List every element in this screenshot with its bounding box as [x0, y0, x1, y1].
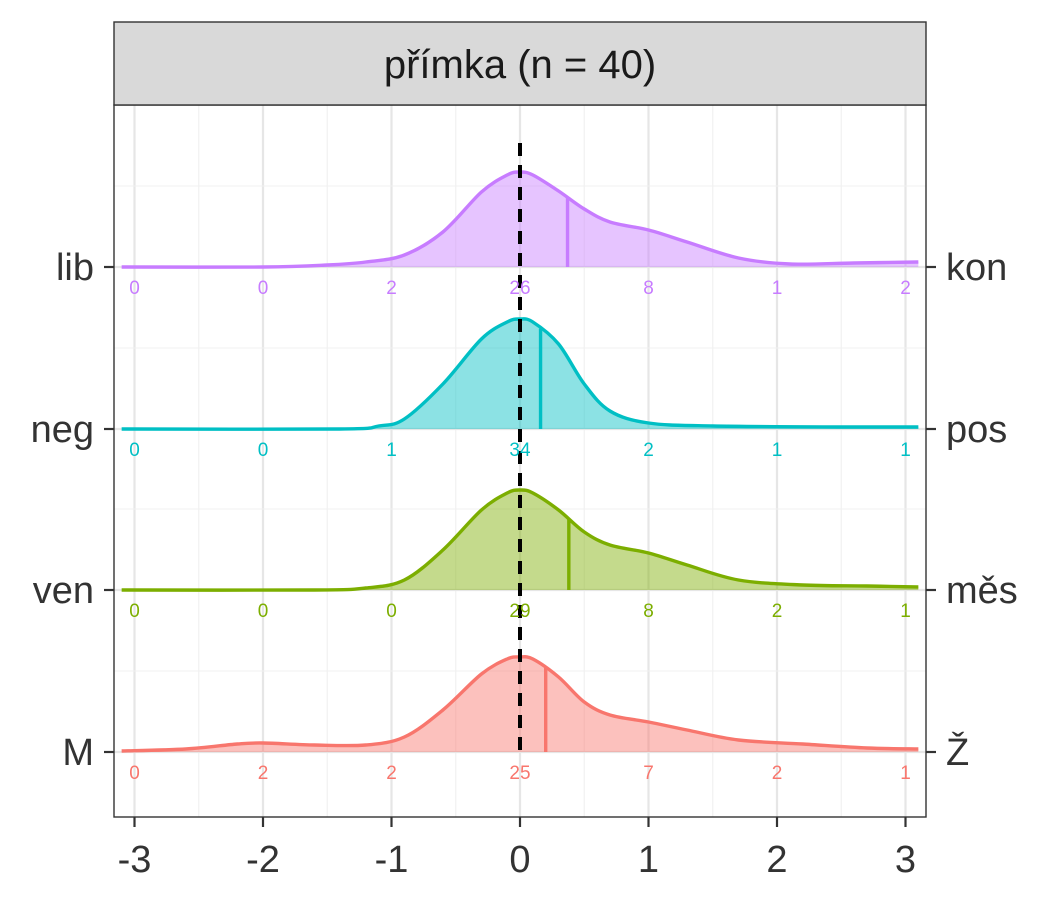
count-label: 2	[258, 763, 269, 784]
count-label: 2	[386, 763, 397, 784]
count-label: 0	[129, 601, 140, 622]
count-label: 1	[900, 440, 911, 461]
x-tick-label: -1	[375, 839, 409, 881]
count-label: 2	[772, 601, 783, 622]
count-label: 8	[643, 601, 654, 622]
count-label: 2	[386, 278, 397, 299]
count-label: 8	[643, 278, 654, 299]
panel-title: přímka (n = 40)	[384, 43, 656, 87]
density-line	[121, 488, 919, 592]
count-label: 1	[900, 601, 911, 622]
density-line	[121, 170, 919, 269]
count-label: 1	[386, 440, 397, 461]
count-label: 0	[129, 440, 140, 461]
strip: přímka (n = 40)	[113, 21, 927, 106]
y-tick-label-right: Ž	[946, 731, 969, 774]
x-tick-label: -3	[118, 839, 152, 881]
count-label: 0	[129, 763, 140, 784]
count-label: 0	[258, 601, 269, 622]
count-label: 2	[643, 440, 654, 461]
count-label: 29	[509, 601, 530, 622]
count-label: 0	[129, 278, 140, 299]
count-label: 1	[900, 763, 911, 784]
y-tick-label-left: neg	[31, 409, 94, 451]
count-label: 7	[643, 763, 654, 784]
x-tick-label: -2	[246, 839, 280, 881]
x-tick-label: 2	[766, 839, 787, 881]
count-label: 26	[509, 278, 530, 299]
x-tick-label: 1	[638, 839, 659, 881]
count-label: 2	[772, 763, 783, 784]
density-line	[121, 317, 919, 431]
count-label: 0	[258, 278, 269, 299]
count-label: 2	[900, 278, 911, 299]
x-tick-label: 0	[509, 839, 530, 881]
count-label: 34	[509, 440, 531, 461]
count-label: 0	[258, 440, 269, 461]
y-tick-label-left: ven	[33, 570, 94, 612]
count-label: 0	[386, 601, 397, 622]
x-tick-label: 3	[895, 839, 916, 881]
count-label: 1	[772, 440, 783, 461]
y-tick-label-right: kon	[946, 247, 1007, 289]
y-tick-label-left: M	[62, 732, 94, 774]
y-tick-label-left: lib	[56, 247, 94, 289]
strip-background	[113, 21, 927, 106]
y-tick-label-right: měs	[946, 570, 1018, 612]
count-label: 25	[509, 763, 530, 784]
count-labels: 0 2 2 25 7 2 1 0 0 0 29 8 2 1 0 0 1 34 2 1 1 0 0 2 26 8 1 2	[129, 278, 911, 784]
count-label: 1	[772, 278, 783, 299]
y-tick-label-right: pos	[946, 409, 1007, 451]
